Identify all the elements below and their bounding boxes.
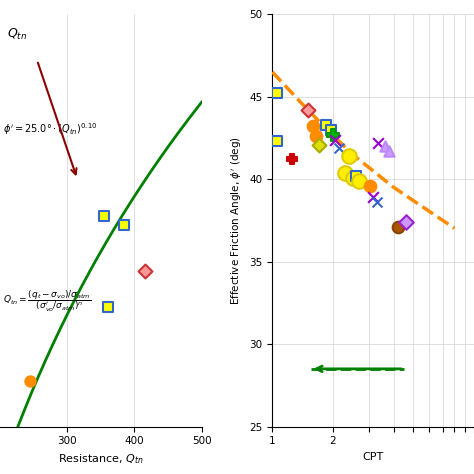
Point [120,221,128,229]
Point [27,377,34,384]
Point [349,174,356,182]
Point [104,304,111,311]
Point [366,182,374,190]
Point [381,142,388,150]
Point [315,141,323,148]
Point [352,172,360,180]
Point [312,133,320,140]
Point [336,144,343,152]
Point [331,136,339,143]
Y-axis label: Effective Friction Angle, $\phi'$ (deg): Effective Friction Angle, $\phi'$ (deg) [229,136,244,305]
Point [310,123,317,130]
Point [394,223,402,231]
Text: $Q_{tn} = \dfrac{( q_t - \sigma_{vo})/\sigma_{atm}}{( \sigma_{vo}'/\sigma_{atm}): $Q_{tn} = \dfrac{( q_t - \sigma_{vo})/\s… [3,289,91,314]
Point [374,139,382,146]
Point [273,137,280,145]
Point [402,218,410,226]
Text: $Q_{tn}$: $Q_{tn}$ [7,27,27,42]
Text: $\phi' = 25.0°\cdot(Q_{tn})^{0.10}$: $\phi' = 25.0°\cdot(Q_{tn})^{0.10}$ [3,121,98,137]
Point [327,126,335,134]
Point [329,131,337,138]
Point [322,121,330,128]
X-axis label: Resistance, $Q_{tn}$: Resistance, $Q_{tn}$ [58,452,144,465]
Point [373,199,381,206]
Point [141,267,148,274]
Point [273,90,280,97]
Point [385,147,393,155]
Point [356,177,363,184]
Point [341,169,349,176]
X-axis label: CPT: CPT [363,452,384,462]
Point [288,155,296,163]
Point [345,152,353,160]
Point [100,212,108,219]
Point [369,193,377,201]
Point [304,106,311,114]
